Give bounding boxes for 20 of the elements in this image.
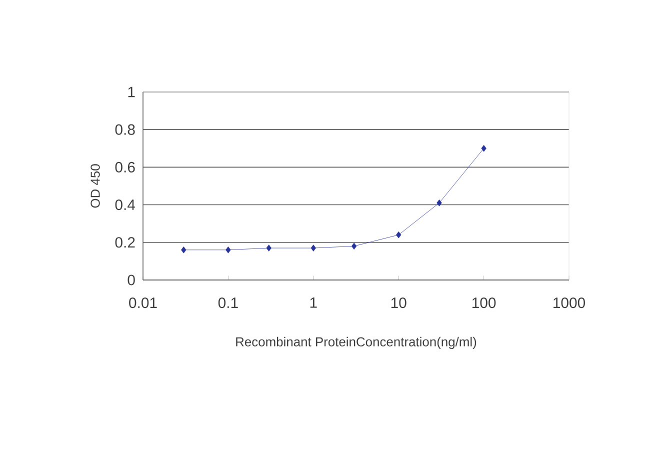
y-tick-label: 0: [128, 274, 135, 286]
point: [351, 242, 357, 250]
point: [481, 144, 486, 152]
x-tick-label: 0.01: [129, 298, 157, 308]
x-tick-label: 1000: [554, 298, 586, 308]
point: [181, 246, 186, 254]
x-tick-label: 100: [472, 298, 496, 308]
y-tick-label: 1: [128, 86, 135, 98]
point: [266, 244, 272, 252]
point: [396, 231, 402, 238]
y-tick-label: 0.8: [115, 124, 135, 135]
y-tick-label: 0.4: [115, 199, 136, 210]
x-tick-label: 10: [391, 298, 406, 308]
x-tick-label: 1: [310, 298, 317, 308]
y-tick-label: 0.2: [115, 237, 135, 248]
y-tick-label: 0.6: [115, 162, 135, 172]
x-axis-title: Recombinant ProteinConcentration(ng/ml): [236, 336, 476, 349]
point: [310, 244, 316, 252]
y-axis-title: OD 450: [90, 164, 100, 208]
x-tick-label: 0.1: [218, 298, 238, 308]
